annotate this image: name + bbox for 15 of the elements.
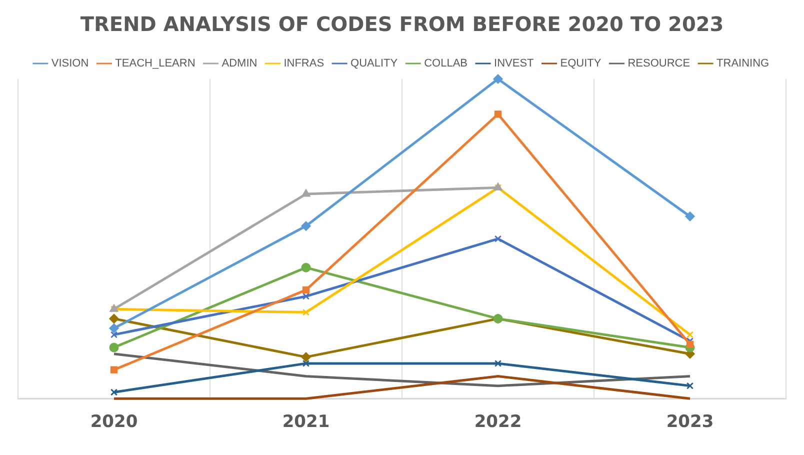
legend-label: TEACH_LEARN (115, 58, 196, 70)
legend-label: EQUITY (560, 58, 602, 70)
x-tick-label: 2023 (666, 412, 714, 432)
x-tick-label: 2022 (474, 412, 522, 432)
legend-label: TRAINING (716, 58, 770, 70)
legend-label: COLLAB (424, 58, 468, 70)
legend-label: INVEST (494, 58, 534, 70)
legend-label: ADMIN (222, 58, 258, 70)
legend-label: RESOURCE (628, 58, 690, 70)
legend-label: QUALITY (350, 58, 398, 70)
chart-title: TREND ANALYSIS OF CODES FROM BEFORE 2020 TO 2023 (80, 12, 724, 36)
x-tick-label: 2020 (90, 412, 138, 432)
x-tick-label: 2021 (282, 412, 330, 432)
legend-label: INFRAS (284, 58, 324, 70)
legend-label: VISION (51, 58, 89, 70)
